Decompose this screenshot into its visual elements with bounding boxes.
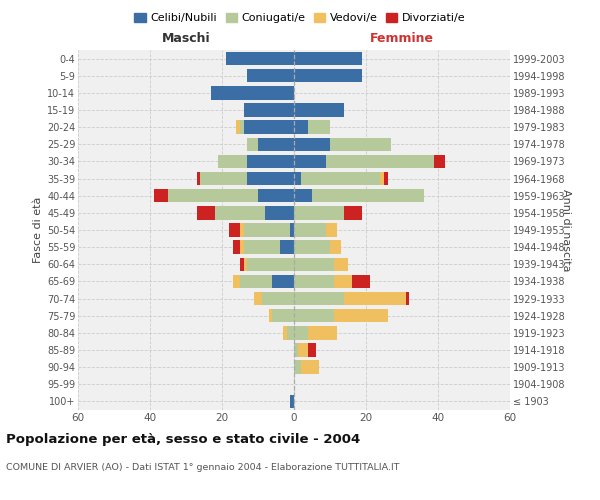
Bar (287, 326, 294, 340)
Bar (308, 326, 337, 340)
Bar (326, 154, 434, 168)
Bar (280, 240, 294, 254)
Bar (269, 309, 272, 322)
Bar (240, 240, 244, 254)
Bar (247, 258, 294, 271)
Bar (384, 172, 388, 186)
Bar (197, 172, 200, 186)
Bar (308, 344, 316, 356)
Bar (272, 274, 294, 288)
Bar (380, 172, 384, 186)
Bar (294, 360, 301, 374)
Bar (168, 189, 258, 202)
Bar (258, 138, 294, 151)
Bar (247, 154, 294, 168)
Legend: Celibi/Nubili, Coniugati/e, Vedovi/e, Divorziati/e: Celibi/Nubili, Coniugati/e, Vedovi/e, Di… (132, 10, 468, 26)
Bar (294, 224, 326, 236)
Bar (240, 274, 272, 288)
Bar (244, 104, 294, 117)
Bar (283, 326, 287, 340)
Bar (290, 394, 294, 408)
Bar (294, 69, 362, 82)
Bar (294, 326, 308, 340)
Bar (294, 274, 334, 288)
Bar (294, 154, 326, 168)
Bar (294, 138, 330, 151)
Bar (233, 240, 240, 254)
Bar (211, 86, 294, 100)
Text: COMUNE DI ARVIER (AO) - Dati ISTAT 1° gennaio 2004 - Elaborazione TUTTITALIA.IT: COMUNE DI ARVIER (AO) - Dati ISTAT 1° ge… (6, 462, 400, 471)
Bar (298, 344, 308, 356)
Bar (240, 224, 244, 236)
Bar (197, 206, 215, 220)
Bar (294, 309, 334, 322)
Bar (406, 292, 409, 306)
Bar (240, 120, 244, 134)
Bar (294, 189, 312, 202)
Bar (352, 274, 370, 288)
Bar (226, 52, 294, 66)
Y-axis label: Anni di nascita: Anni di nascita (561, 188, 571, 271)
Text: Maschi: Maschi (161, 32, 211, 45)
Bar (294, 240, 330, 254)
Bar (244, 224, 290, 236)
Text: Femmine: Femmine (370, 32, 434, 45)
Bar (244, 120, 294, 134)
Bar (334, 274, 352, 288)
Bar (294, 120, 308, 134)
Bar (334, 258, 348, 271)
Bar (312, 189, 424, 202)
Bar (294, 292, 344, 306)
Bar (200, 172, 247, 186)
Bar (247, 138, 258, 151)
Bar (326, 224, 337, 236)
Bar (154, 189, 168, 202)
Bar (330, 138, 391, 151)
Bar (229, 224, 240, 236)
Bar (240, 258, 244, 271)
Bar (244, 258, 247, 271)
Bar (265, 206, 294, 220)
Bar (344, 292, 406, 306)
Bar (236, 120, 240, 134)
Bar (290, 224, 294, 236)
Bar (330, 240, 341, 254)
Bar (258, 189, 294, 202)
Bar (344, 206, 362, 220)
Bar (301, 360, 319, 374)
Bar (294, 52, 362, 66)
Bar (218, 154, 247, 168)
Bar (301, 172, 380, 186)
Y-axis label: Fasce di età: Fasce di età (32, 197, 43, 263)
Bar (294, 258, 334, 271)
Bar (247, 172, 294, 186)
Bar (334, 309, 388, 322)
Bar (272, 309, 294, 322)
Bar (254, 292, 262, 306)
Bar (262, 292, 294, 306)
Bar (215, 206, 265, 220)
Bar (294, 344, 298, 356)
Bar (434, 154, 445, 168)
Bar (244, 240, 280, 254)
Bar (247, 69, 294, 82)
Bar (294, 206, 344, 220)
Bar (294, 104, 344, 117)
Bar (294, 172, 301, 186)
Text: Popolazione per età, sesso e stato civile - 2004: Popolazione per età, sesso e stato civil… (6, 432, 360, 446)
Bar (233, 274, 240, 288)
Bar (308, 120, 330, 134)
